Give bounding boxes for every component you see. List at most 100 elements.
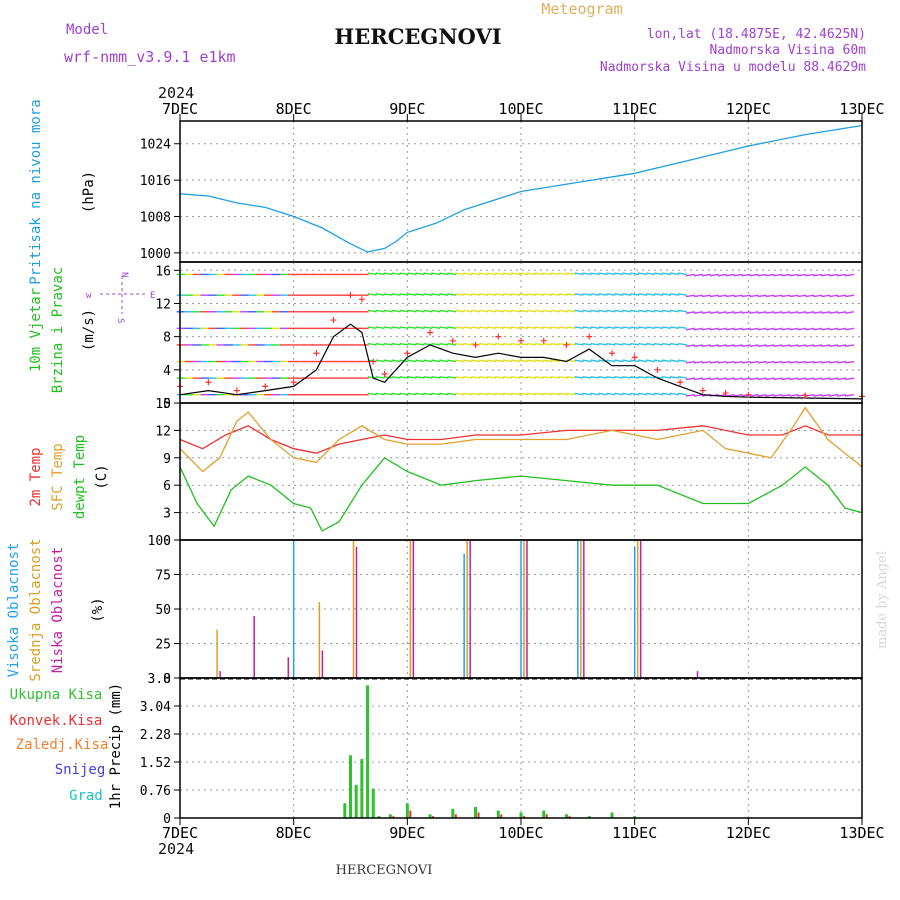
wind-arrow bbox=[486, 309, 497, 313]
wind-arrow bbox=[391, 293, 401, 296]
wind-arrow bbox=[765, 294, 775, 298]
y-tick-label: 2.28 bbox=[140, 728, 171, 743]
wind-arrow bbox=[837, 377, 847, 381]
wind-arrow bbox=[550, 342, 560, 346]
wind-gust-mark bbox=[290, 379, 297, 386]
y-tick-label: 25 bbox=[155, 638, 171, 653]
wind-speed-line bbox=[179, 323, 863, 400]
wind-arrow bbox=[789, 327, 799, 331]
wind-arrow bbox=[669, 359, 680, 363]
wind-arrow bbox=[646, 359, 656, 363]
wind-arrow bbox=[845, 294, 855, 298]
precip-legend-item: Snijeg bbox=[55, 762, 106, 778]
y-tick-label: 100 bbox=[148, 534, 171, 549]
wind-arrow bbox=[638, 392, 648, 396]
y-tick-label: 3.04 bbox=[140, 700, 171, 715]
wind-arrow bbox=[574, 359, 584, 363]
wind-arrow bbox=[471, 359, 481, 363]
wind-arrow bbox=[638, 272, 648, 276]
wind-arrow bbox=[526, 309, 536, 313]
wind-arrow bbox=[733, 294, 743, 298]
wind-arrow bbox=[534, 359, 544, 363]
wind-arrow bbox=[399, 326, 409, 330]
wind-arrow bbox=[606, 326, 616, 330]
panel-frame bbox=[179, 677, 863, 819]
wind-arrow bbox=[582, 376, 592, 379]
x-tick-label-bottom: 8DEC bbox=[276, 824, 312, 842]
wind-arrow bbox=[741, 273, 751, 277]
wind-arrow bbox=[622, 359, 632, 363]
wind-arrow bbox=[662, 309, 672, 313]
wind-arrow bbox=[574, 392, 584, 396]
wind-arrow bbox=[407, 272, 417, 276]
wind-arrow bbox=[494, 293, 505, 296]
wind-arrow bbox=[447, 392, 457, 396]
wind-arrow bbox=[407, 359, 417, 363]
conv-precip-bar bbox=[523, 816, 525, 818]
wind-arrow bbox=[829, 327, 839, 331]
wind-arrow bbox=[399, 293, 409, 296]
wind-arrow bbox=[622, 392, 632, 396]
x-tick-label-top: 12DEC bbox=[726, 100, 771, 118]
conv-precip-bar bbox=[568, 816, 571, 818]
wind-unit: (m/s) bbox=[81, 309, 97, 351]
wind-arrow bbox=[439, 272, 449, 276]
wind-arrow bbox=[781, 394, 791, 397]
wind-gust-mark bbox=[495, 333, 502, 340]
wind-arrow bbox=[765, 311, 775, 314]
wind-arrow bbox=[677, 272, 688, 276]
total-precip-bar bbox=[343, 803, 347, 818]
wind-arrow bbox=[781, 377, 791, 381]
wind-arrow bbox=[494, 272, 505, 276]
wind-arrow bbox=[662, 392, 672, 396]
wind-arrow bbox=[829, 294, 839, 298]
wind-arrow bbox=[590, 293, 600, 296]
wind-arrow bbox=[566, 293, 576, 296]
x-tick-label-top: 11DEC bbox=[612, 100, 657, 118]
wind-arrow bbox=[590, 309, 600, 313]
y-tick-label: 75 bbox=[155, 569, 171, 584]
wind-arrow bbox=[590, 342, 600, 346]
wind-arrow bbox=[813, 311, 823, 314]
wind-arrow bbox=[598, 272, 608, 276]
wind-gust-mark bbox=[347, 292, 354, 299]
wind-arrow bbox=[757, 377, 767, 381]
wind-arrow bbox=[606, 359, 616, 363]
wind-arrow bbox=[693, 360, 703, 364]
wind-arrow bbox=[367, 376, 377, 379]
wind-gust-mark bbox=[608, 350, 615, 357]
wind-arrow bbox=[375, 342, 385, 346]
wind-arrow bbox=[733, 394, 743, 397]
wind-arrow bbox=[717, 360, 727, 364]
wind-arrow bbox=[423, 359, 433, 363]
wind-arrow bbox=[399, 272, 409, 276]
total-precip-bar bbox=[360, 759, 364, 818]
wind-gust-mark bbox=[802, 392, 809, 399]
wind-arrow bbox=[574, 272, 584, 276]
wind-arrow bbox=[813, 377, 823, 381]
high-cloud-axis-title: Visoka Oblacnost bbox=[6, 543, 22, 678]
wind-arrow bbox=[391, 326, 401, 330]
wind-arrow bbox=[845, 311, 855, 314]
wind-arrow bbox=[399, 342, 409, 346]
wind-arrow bbox=[502, 392, 513, 396]
y-tick-label: 1000 bbox=[140, 247, 171, 262]
wind-arrow bbox=[805, 377, 815, 381]
wind-arrow bbox=[797, 377, 807, 381]
wind-arrow bbox=[789, 394, 799, 397]
wind-gust-mark bbox=[370, 358, 377, 365]
wind-arrow bbox=[375, 359, 385, 363]
y-tick-label: 0 bbox=[163, 397, 171, 412]
wind-arrow bbox=[431, 359, 441, 363]
y-tick-label: 3 bbox=[163, 507, 171, 522]
wind-arrow bbox=[367, 272, 377, 276]
wind-arrow bbox=[367, 293, 377, 296]
wind-arrow bbox=[510, 392, 520, 396]
wind-arrow bbox=[821, 294, 831, 298]
wind-gust-mark bbox=[472, 341, 479, 348]
wind-arrow bbox=[574, 376, 584, 379]
wind-arrow bbox=[614, 342, 624, 346]
wind-arrow bbox=[733, 360, 743, 364]
wind-arrow bbox=[526, 326, 536, 330]
